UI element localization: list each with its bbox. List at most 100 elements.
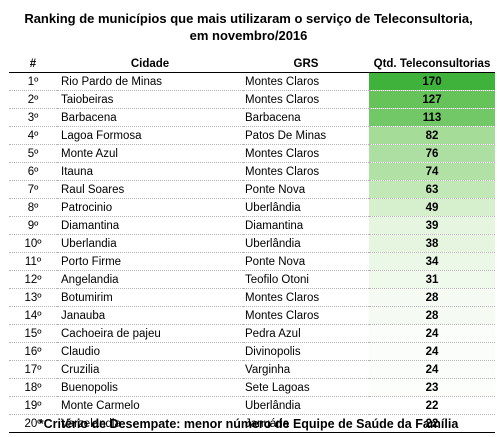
city-cell: Lagoa Formosa (57, 126, 243, 145)
title-line-1: Ranking de municípios que mais utilizara… (24, 11, 473, 26)
rank-cell: 20º (9, 414, 57, 433)
city-cell: Cachoeira de pajeu (57, 324, 243, 343)
ranking-table: # Cidade GRS Qtd. Teleconsultorias 1º Rio… (9, 56, 495, 433)
rank-cell: 10º (9, 234, 57, 253)
rank-cell: 11º (9, 252, 57, 271)
qtd-cell: 39 (369, 216, 495, 235)
grs-cell: Barbacena (243, 108, 369, 127)
rank-cell: 17º (9, 360, 57, 379)
city-cell: Taiobeiras (57, 90, 243, 109)
grs-cell: Teofilo Otoni (243, 270, 369, 289)
city-cell: Cruzilia (57, 360, 243, 379)
qtd-cell: 170 (369, 72, 495, 91)
rank-cell: 8º (9, 198, 57, 217)
qtd-cell: 113 (369, 108, 495, 127)
ranking-body: 1º Rio Pardo de Minas Montes Claros 170 2º Ta… (9, 72, 495, 433)
grs-cell: Ponte Nova (243, 180, 369, 199)
qtd-cell: 49 (369, 198, 495, 217)
rank-cell: 6º (9, 162, 57, 181)
table-row: 14º Janauba Montes Claros 28 (9, 306, 495, 325)
city-cell: Rio Pardo de Minas (57, 72, 243, 91)
qtd-cell: 63 (369, 180, 495, 199)
table-row: 8º Patrocinio Uberlândia 49 (9, 198, 495, 217)
city-cell: Varzelandia (57, 414, 243, 433)
table-row: 10º Uberlandia Uberlândia 38 (9, 234, 495, 253)
grs-cell: Uberlândia (243, 198, 369, 217)
table-row: 13º Botumirim Montes Claros 28 (9, 288, 495, 307)
grs-cell: Montes Claros (243, 306, 369, 325)
qtd-cell: 82 (369, 126, 495, 145)
rank-cell: 7º (9, 180, 57, 199)
table-row: 9º Diamantina Diamantina 39 (9, 216, 495, 235)
table-row: 1º Rio Pardo de Minas Montes Claros 170 (9, 72, 495, 91)
city-cell: Buenopolis (57, 378, 243, 397)
grs-cell: Montes Claros (243, 90, 369, 109)
footnote: *Critério de Desempate: menor número de … (38, 417, 459, 431)
qtd-cell: 24 (369, 324, 495, 343)
table-row: 2º Taiobeiras Montes Claros 127 (9, 90, 495, 109)
grs-cell: Uberlândia (243, 234, 369, 253)
rank-cell: 2º (9, 90, 57, 109)
grs-cell: Montes Claros (243, 72, 369, 91)
city-cell: Janauba (57, 306, 243, 325)
rank-cell: 4º (9, 126, 57, 145)
table-row: 15º Cachoeira de pajeu Pedra Azul 24 (9, 324, 495, 343)
qtd-cell: 34 (369, 252, 495, 271)
qtd-cell: 28 (369, 288, 495, 307)
header-row: # Cidade GRS Qtd. Teleconsultorias (9, 56, 495, 73)
city-cell: Claudio (57, 342, 243, 361)
table-row: 20º Varzelandia Januária 22 (9, 414, 495, 433)
table-row: 7º Raul Soares Ponte Nova 63 (9, 180, 495, 199)
city-cell: Raul Soares (57, 180, 243, 199)
table-row: 12º Angelandia Teofilo Otoni 31 (9, 270, 495, 289)
qtd-cell: 24 (369, 360, 495, 379)
page-title: Ranking de municípios que mais utilizara… (0, 0, 497, 43)
city-cell: Patrocinio (57, 198, 243, 217)
grs-cell: Montes Claros (243, 288, 369, 307)
qtd-cell: 24 (369, 342, 495, 361)
rank-cell: 12º (9, 270, 57, 289)
city-cell: Monte Carmelo (57, 396, 243, 415)
qtd-cell: 38 (369, 234, 495, 253)
table-row: 18º Buenopolis Sete Lagoas 23 (9, 378, 495, 397)
table-row: 19º Monte Carmelo Uberlândia 22 (9, 396, 495, 415)
table-row: 6º Itauna Montes Claros 74 (9, 162, 495, 181)
grs-cell: Pedra Azul (243, 324, 369, 343)
grs-cell: Montes Claros (243, 162, 369, 181)
grs-cell: Patos De Minas (243, 126, 369, 145)
rank-cell: 13º (9, 288, 57, 307)
city-cell: Angelandia (57, 270, 243, 289)
qtd-cell: 31 (369, 270, 495, 289)
city-cell: Itauna (57, 162, 243, 181)
qtd-cell: 127 (369, 90, 495, 109)
grs-cell: Varginha (243, 360, 369, 379)
grs-cell: Montes Claros (243, 144, 369, 163)
city-cell: Diamantina (57, 216, 243, 235)
header-qtd: Qtd. Teleconsultorias (369, 56, 495, 73)
rank-cell: 16º (9, 342, 57, 361)
header-rank: # (9, 56, 57, 73)
rank-cell: 19º (9, 396, 57, 415)
rank-cell: 5º (9, 144, 57, 163)
table-row: 3º Barbacena Barbacena 113 (9, 108, 495, 127)
city-cell: Monte Azul (57, 144, 243, 163)
header-city: Cidade (57, 56, 243, 73)
qtd-cell: 22 (369, 414, 495, 433)
table-row: 4º Lagoa Formosa Patos De Minas 82 (9, 126, 495, 145)
rank-cell: 3º (9, 108, 57, 127)
grs-cell: Ponte Nova (243, 252, 369, 271)
city-cell: Botumirim (57, 288, 243, 307)
header-grs: GRS (243, 56, 369, 73)
rank-cell: 9º (9, 216, 57, 235)
qtd-cell: 23 (369, 378, 495, 397)
rank-cell: 15º (9, 324, 57, 343)
qtd-cell: 28 (369, 306, 495, 325)
qtd-cell: 22 (369, 396, 495, 415)
grs-cell: Diamantina (243, 216, 369, 235)
city-cell: Uberlandia (57, 234, 243, 253)
table-row: 5º Monte Azul Montes Claros 76 (9, 144, 495, 163)
rank-cell: 1º (9, 72, 57, 91)
rank-cell: 14º (9, 306, 57, 325)
grs-cell: Januária (243, 414, 369, 433)
grs-cell: Divinopolis (243, 342, 369, 361)
